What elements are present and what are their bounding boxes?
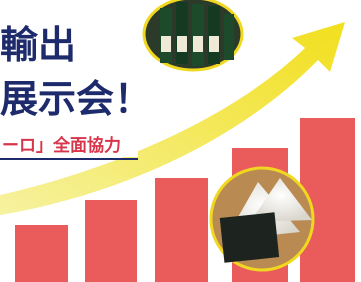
page: 輸出 展示会！ ーロ」全面協力 (() => { const data = JS… bbox=[0, 0, 361, 282]
tagline: ーロ」全面協力 bbox=[2, 135, 121, 156]
sake-photo bbox=[144, 0, 242, 70]
headline-line-2: 展示会！ bbox=[0, 77, 152, 121]
bar bbox=[85, 200, 137, 282]
bar bbox=[15, 225, 68, 282]
banner: 輸出 展示会！ ーロ」全面協力 bbox=[0, 0, 361, 282]
bar bbox=[155, 178, 208, 282]
headline-line-1: 輸出 bbox=[0, 23, 76, 67]
onigiri-photo bbox=[211, 168, 313, 270]
